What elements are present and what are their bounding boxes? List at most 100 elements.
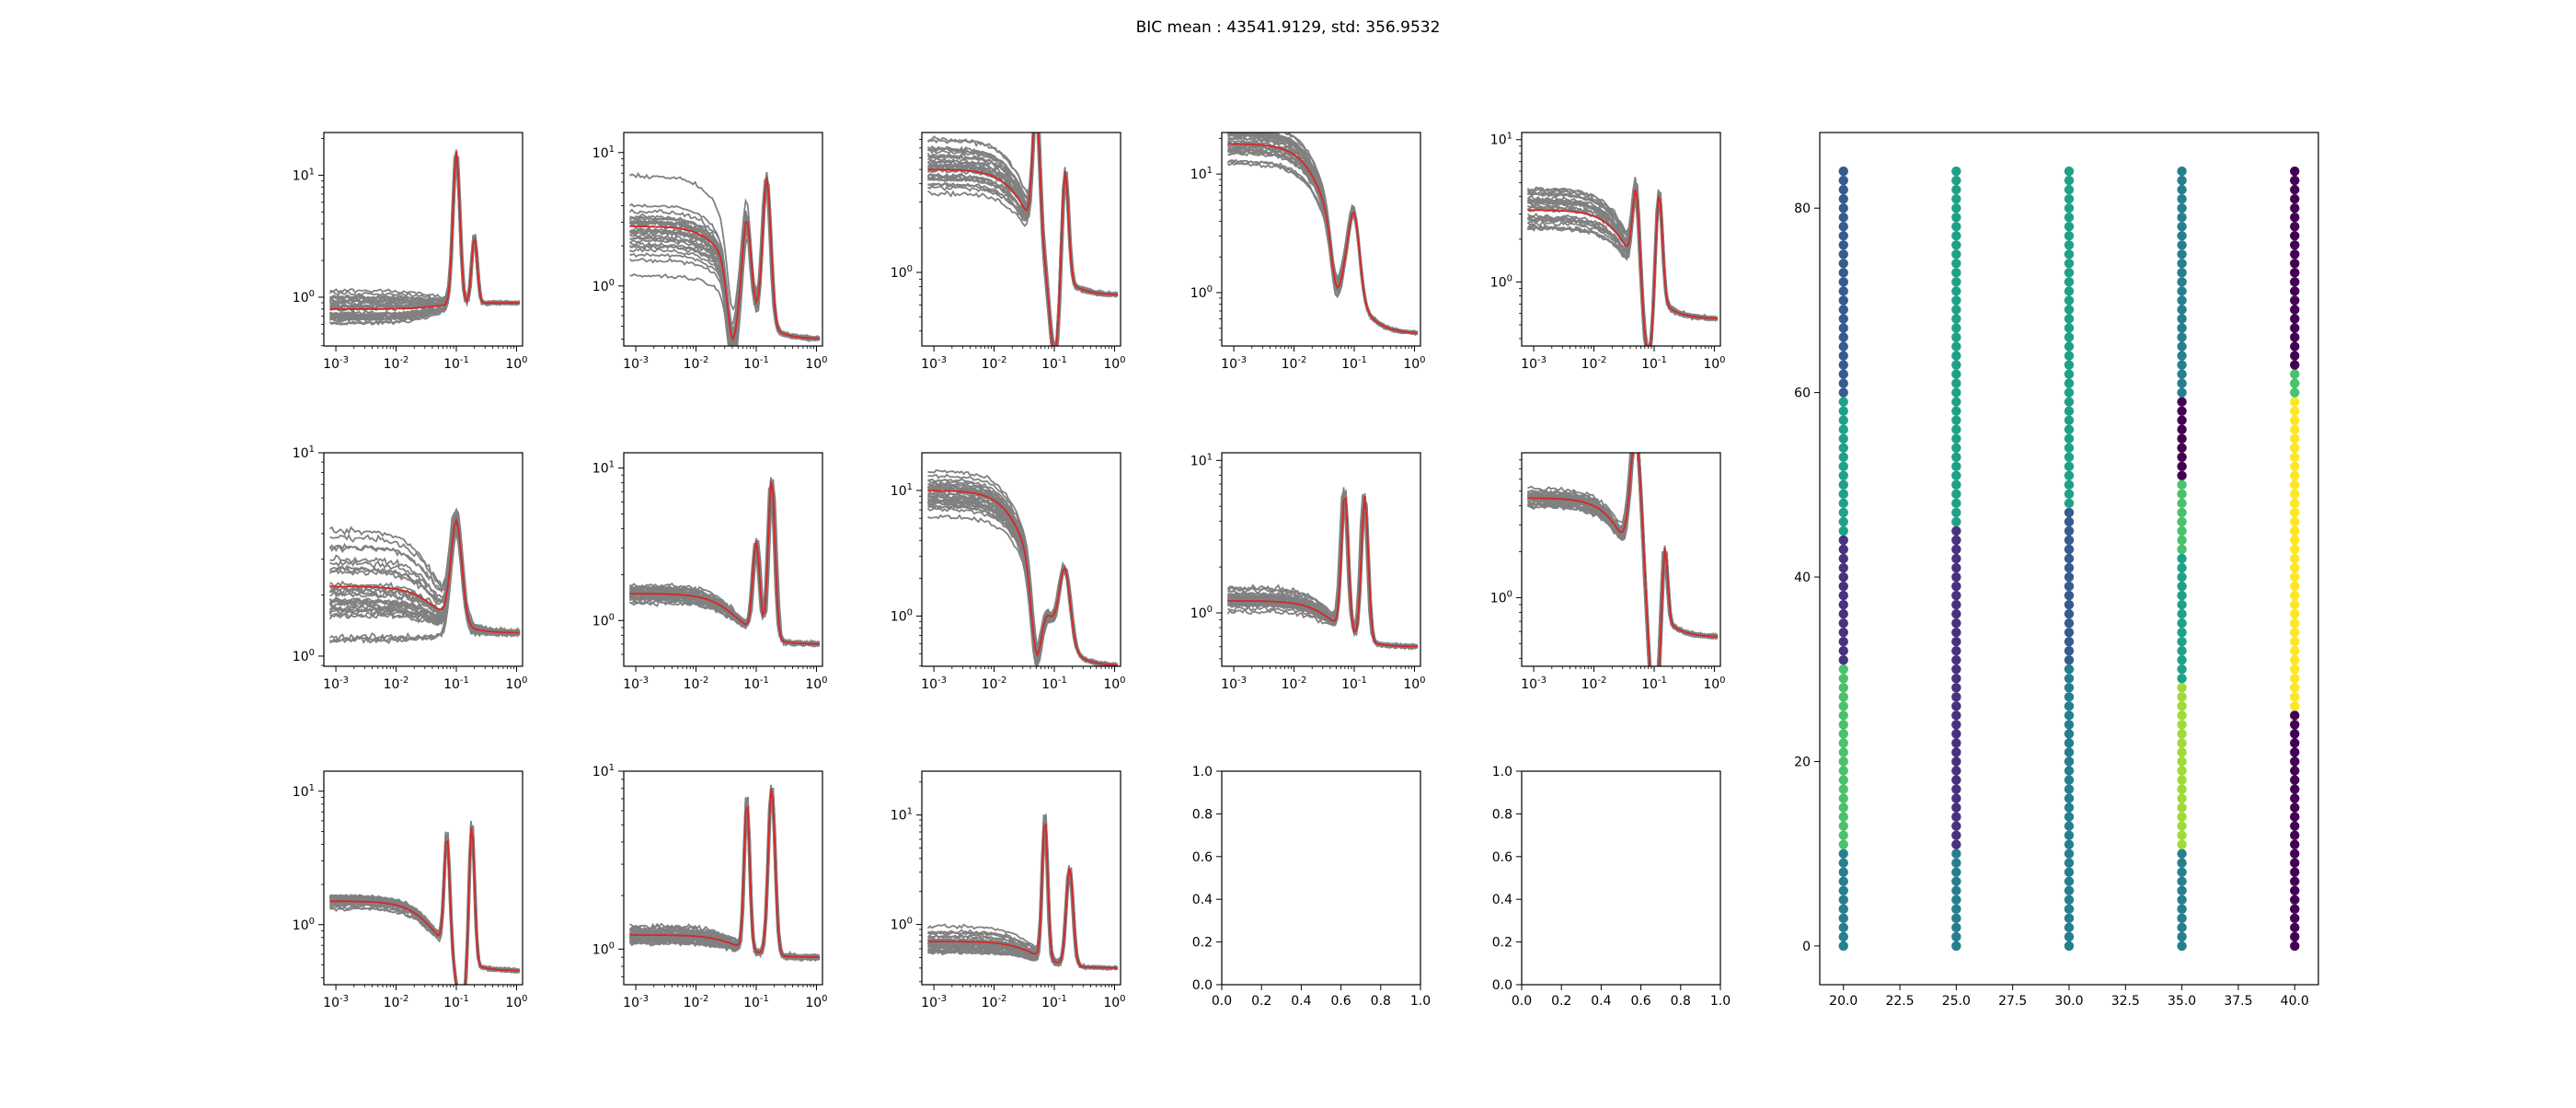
- scatter-point: [2177, 885, 2187, 895]
- scatter-point: [1838, 535, 1848, 546]
- sample-curves: [1526, 177, 1719, 346]
- scatter-point: [1951, 793, 1961, 803]
- scatter-point: [1951, 351, 1961, 361]
- scatter-point: [2064, 581, 2075, 592]
- sample-line: [1227, 496, 1418, 649]
- scatter-point: [2177, 858, 2187, 868]
- scatter-point: [2064, 424, 2075, 434]
- sample-line: [629, 484, 821, 647]
- scatter-point: [2290, 562, 2300, 573]
- sample-line: [329, 149, 521, 306]
- scatter-point: [2177, 286, 2187, 296]
- x-tick-label: 0.4: [1591, 994, 1611, 1009]
- sample-line: [926, 133, 1119, 346]
- scatter-point: [1838, 544, 1848, 555]
- sample-line: [628, 479, 820, 648]
- scatter-point: [2177, 812, 2187, 822]
- sample-line: [329, 821, 521, 985]
- sample-line: [1226, 495, 1418, 650]
- scatter-point: [2177, 747, 2187, 757]
- scatter-point: [2177, 608, 2187, 619]
- scatter-point: [2064, 793, 2075, 803]
- axes-frame: [921, 132, 1121, 347]
- x-tick-label: 30.0: [2054, 994, 2083, 1009]
- scatter-point: [2064, 498, 2075, 509]
- x-tick-label: 10-2: [684, 355, 709, 372]
- scatter-point: [1838, 479, 1848, 491]
- y-tick-label: 0: [1802, 940, 1811, 954]
- sample-line: [328, 824, 521, 985]
- scatter-point: [2064, 332, 2075, 342]
- sample-line: [1227, 498, 1418, 649]
- scatter-point: [2064, 470, 2075, 481]
- x-tick-label: 1.0: [1410, 994, 1431, 1009]
- scatter-point: [2064, 286, 2075, 296]
- scatter-point: [2290, 692, 2300, 702]
- sample-line: [1226, 493, 1418, 650]
- scatter-point: [2177, 387, 2187, 398]
- scatter-point: [1951, 894, 1961, 906]
- scatter-point: [2290, 701, 2300, 711]
- sample-curves: [328, 507, 521, 645]
- sample-curves: [1526, 453, 1719, 666]
- sample-line: [927, 133, 1118, 346]
- sample-line: [927, 133, 1119, 346]
- sample-line: [927, 133, 1118, 346]
- sample-line: [1527, 453, 1719, 666]
- scatter-point: [2064, 175, 2075, 186]
- axes-frame: [323, 452, 523, 667]
- scatter-point: [2064, 738, 2075, 748]
- scatter-point: [2290, 286, 2300, 296]
- scatter-point: [1951, 507, 1961, 518]
- sample-line: [329, 823, 520, 985]
- sample-line: [1526, 186, 1718, 346]
- sample-line: [629, 483, 821, 647]
- scatter-point: [2177, 424, 2187, 434]
- scatter-point: [2064, 655, 2075, 665]
- scatter-point: [2177, 571, 2187, 583]
- sample-line: [1226, 143, 1419, 335]
- x-tick-label: 0.0: [1512, 994, 1532, 1009]
- sample-line: [629, 483, 820, 648]
- x-tick-label: 100: [805, 355, 827, 372]
- scatter-point: [1951, 683, 1961, 693]
- sample-line: [927, 493, 1118, 666]
- mean-line: [629, 481, 820, 645]
- sample-line: [628, 479, 820, 647]
- scatter-point: [2177, 305, 2187, 315]
- sample-line: [1226, 498, 1418, 650]
- y-tick-label: 101: [1190, 452, 1213, 468]
- x-tick-label: 10-2: [1282, 675, 1307, 692]
- sample-line: [927, 498, 1119, 666]
- scatter-point: [1951, 812, 1961, 822]
- scatter-point: [1838, 636, 1848, 647]
- scatter-point: [2064, 443, 2075, 453]
- scatter-point: [2290, 571, 2300, 583]
- scatter-point: [2290, 858, 2300, 868]
- sample-line: [329, 150, 521, 306]
- sample-line: [329, 153, 521, 318]
- scatter-point: [2290, 516, 2300, 527]
- sample-line: [926, 133, 1118, 346]
- x-tick-label: 100: [805, 675, 827, 692]
- scatter-point: [2064, 360, 2075, 370]
- scatter-point: [1951, 747, 1961, 757]
- scatter-point: [2290, 766, 2300, 776]
- scatter-point: [1951, 720, 1961, 730]
- scatter-point: [1951, 452, 1961, 462]
- sample-line: [329, 825, 521, 985]
- scatter-point: [2064, 562, 2075, 573]
- scatter-point: [2177, 821, 2187, 831]
- sample-line: [629, 485, 821, 647]
- scatter-point: [2290, 627, 2300, 638]
- scatter-point: [1838, 286, 1848, 296]
- scatter-point: [2064, 249, 2075, 260]
- scatter-point: [1951, 461, 1961, 471]
- x-tick-label: 10-1: [1041, 675, 1067, 692]
- sample-line: [1527, 453, 1719, 666]
- x-tick-label: 32.5: [2111, 994, 2140, 1009]
- sample-line: [329, 151, 520, 310]
- x-tick-label: 10-2: [982, 994, 1007, 1010]
